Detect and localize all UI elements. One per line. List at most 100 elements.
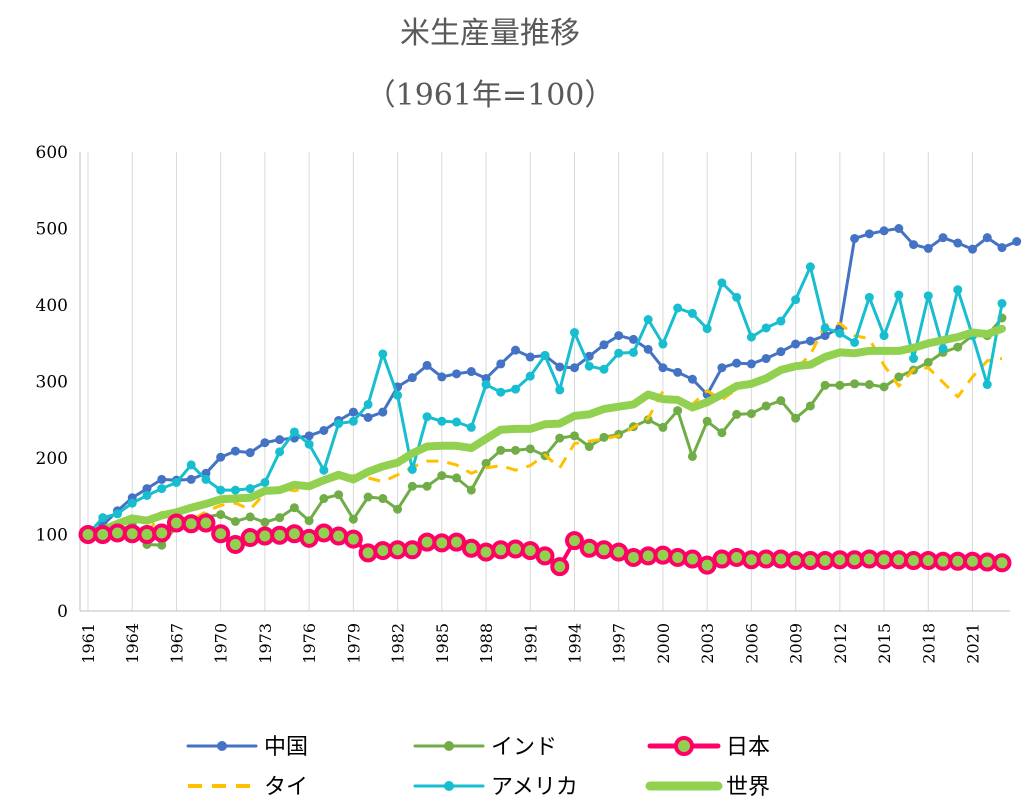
data-point <box>112 509 122 519</box>
data-point <box>879 331 889 341</box>
data-point <box>373 541 393 561</box>
data-point <box>761 401 771 411</box>
data-point <box>466 422 476 432</box>
data-point <box>717 278 727 288</box>
y-tick-label: 100 <box>36 526 68 546</box>
data-point <box>982 380 992 390</box>
data-point <box>643 344 653 354</box>
data-point <box>540 350 550 360</box>
data-point <box>481 380 491 390</box>
data-point <box>564 531 584 551</box>
legend-marker <box>444 781 454 791</box>
data-point <box>653 545 673 565</box>
data-point <box>402 540 422 560</box>
data-point <box>923 357 933 367</box>
data-point <box>614 331 624 341</box>
data-point <box>329 526 349 546</box>
data-point <box>319 425 329 435</box>
data-point <box>284 524 304 544</box>
data-point <box>815 551 835 571</box>
data-point <box>196 513 216 533</box>
data-point <box>407 481 417 491</box>
data-point <box>1012 237 1022 247</box>
data-point <box>776 347 786 357</box>
data-point <box>535 546 555 566</box>
data-point <box>275 435 285 445</box>
chart-subtitle: （1961年=100） <box>365 78 615 113</box>
legend-label: アメリカ <box>491 775 578 800</box>
x-tick-label: 1970 <box>212 623 231 664</box>
x-tick-label: 1979 <box>344 623 363 664</box>
x-tick-label: 1997 <box>610 623 629 664</box>
x-tick-label: 2012 <box>831 623 850 664</box>
data-point <box>835 380 845 390</box>
x-tick-label: 1982 <box>389 623 408 664</box>
data-point <box>496 445 506 455</box>
data-point <box>569 363 579 373</box>
data-point <box>343 529 363 549</box>
data-point <box>850 379 860 389</box>
legend-label: 日本 <box>726 735 770 760</box>
data-point <box>997 243 1007 253</box>
series-中国 <box>83 224 1022 539</box>
legend-item-インド: インド <box>413 735 557 760</box>
data-point <box>260 438 270 448</box>
x-tick-label: 2000 <box>654 623 673 664</box>
x-tick-label: 1964 <box>123 623 142 664</box>
data-point <box>918 551 938 571</box>
data-point <box>314 523 334 543</box>
data-point <box>805 262 815 272</box>
x-tick-label: 1985 <box>433 623 452 664</box>
legend-item-中国: 中国 <box>186 735 308 760</box>
data-point <box>496 387 506 397</box>
data-point <box>668 547 688 567</box>
data-point <box>909 354 919 364</box>
data-point <box>864 229 874 239</box>
data-point <box>579 538 599 558</box>
legend-item-アメリカ: アメリカ <box>413 775 578 800</box>
data-point <box>437 471 447 481</box>
data-point <box>732 358 742 368</box>
data-point <box>977 552 997 572</box>
data-point <box>658 339 668 349</box>
data-point <box>673 303 683 313</box>
data-point <box>850 337 860 347</box>
x-tick-label: 1994 <box>565 623 584 664</box>
data-point <box>717 363 727 373</box>
data-point <box>98 513 108 523</box>
data-point <box>127 498 137 508</box>
legend-marker <box>217 741 227 751</box>
series-line <box>86 227 1019 536</box>
data-point <box>260 477 270 487</box>
data-point <box>437 372 447 382</box>
series-line <box>84 324 1006 539</box>
x-tick-label: 1973 <box>256 623 275 664</box>
data-point <box>491 540 511 560</box>
data-point <box>614 348 624 358</box>
data-point <box>643 315 653 325</box>
data-point <box>569 328 579 338</box>
data-point <box>319 494 329 504</box>
x-tick-label: 1988 <box>477 623 496 664</box>
series-layer <box>78 224 1022 577</box>
data-point <box>569 431 579 441</box>
data-point <box>687 374 697 384</box>
data-point <box>378 407 388 417</box>
y-tick-label: 200 <box>36 449 68 469</box>
data-point <box>289 427 299 437</box>
data-point <box>687 451 697 461</box>
data-point <box>938 344 948 354</box>
data-point <box>746 332 756 342</box>
series-タイ <box>87 321 1003 541</box>
data-point <box>304 516 314 526</box>
y-tick-label: 300 <box>36 373 68 393</box>
data-point <box>894 224 904 233</box>
data-point <box>461 538 481 558</box>
legend-label: 中国 <box>264 735 308 760</box>
data-point <box>166 513 186 533</box>
data-point <box>122 524 142 544</box>
data-point <box>422 360 432 370</box>
legend-item-タイ: タイ <box>188 775 308 800</box>
data-point <box>864 292 874 302</box>
y-tick-label: 400 <box>36 296 68 316</box>
